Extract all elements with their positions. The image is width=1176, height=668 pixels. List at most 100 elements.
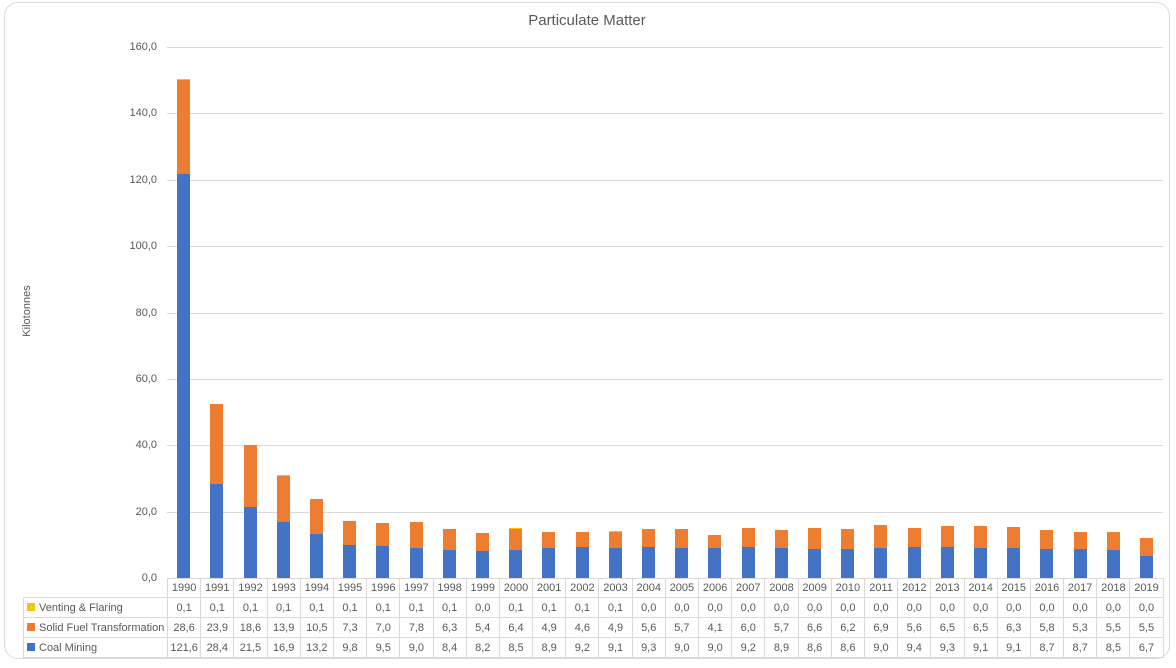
legend-label-cell: Venting & Flaring <box>23 597 168 618</box>
table-value-cell: 28,4 <box>200 637 235 658</box>
table-value-cell: 0,0 <box>863 597 899 618</box>
legend-series-name: Venting & Flaring <box>39 601 123 614</box>
table-value-cell: 10,5 <box>299 617 334 638</box>
bar-column-1995 <box>343 520 357 578</box>
gridline-40 <box>167 445 1163 447</box>
table-value-cell: 9,0 <box>399 637 434 658</box>
table-value-cell: 0,1 <box>166 597 202 618</box>
bar-column-1991 <box>210 404 224 578</box>
table-value-cell: 9,2 <box>731 637 766 658</box>
table-year-cell: 1991 <box>200 578 235 598</box>
bar-column-2019 <box>1139 537 1153 578</box>
bar-segment-solid-fuel-transformation <box>1106 531 1120 550</box>
bar-column-2015 <box>1007 526 1021 578</box>
bar-column-2006 <box>708 534 722 578</box>
bar-segment-coal-mining <box>1073 549 1087 578</box>
gridline-140 <box>167 113 1163 115</box>
bar-segment-coal-mining <box>343 545 357 578</box>
table-value-cell: 0,1 <box>233 597 268 618</box>
bar-column-2013 <box>940 525 954 578</box>
bar-segment-solid-fuel-transformation <box>177 79 191 175</box>
table-value-cell: 121,6 <box>166 637 202 658</box>
table-row-coal-mining: Coal Mining 121,6 28,4 21,5 16,9 13,2 9,8 9,5 9,… <box>23 637 1164 658</box>
table-value-cell: 16,9 <box>266 637 301 658</box>
bar-segment-solid-fuel-transformation <box>807 527 821 550</box>
bar-segment-coal-mining <box>708 548 722 578</box>
table-year-cell: 1995 <box>332 578 368 598</box>
table-value-cell: 5,5 <box>1129 617 1164 638</box>
table-year-cell: 1994 <box>299 578 334 598</box>
bar-column-1994 <box>309 499 323 578</box>
table-year-cell: 2011 <box>863 578 899 598</box>
table-value-cell: 0,0 <box>697 597 733 618</box>
table-year-cell: 2016 <box>1029 578 1065 598</box>
bar-column-2003 <box>608 531 622 578</box>
table-year-cell: 2015 <box>996 578 1031 598</box>
bar-segment-coal-mining <box>509 549 523 578</box>
table-value-cell: 9,2 <box>565 637 600 658</box>
bar-segment-solid-fuel-transformation <box>542 532 556 549</box>
table-value-cell: 9,1 <box>996 637 1031 658</box>
bar-segment-solid-fuel-transformation <box>475 532 489 551</box>
bar-segment-solid-fuel-transformation <box>1073 531 1087 550</box>
bar-column-2005 <box>675 529 689 578</box>
bar-segment-coal-mining <box>741 547 755 578</box>
table-value-cell: 8,6 <box>830 637 865 658</box>
table-value-cell: 0,1 <box>299 597 334 618</box>
gridline-100 <box>167 246 1163 248</box>
bar-segment-coal-mining <box>542 548 556 578</box>
bar-segment-coal-mining <box>807 549 821 578</box>
table-value-cell: 8,5 <box>498 637 534 658</box>
table-value-cell: 5,5 <box>1096 617 1131 638</box>
gridline-120 <box>167 179 1163 181</box>
table-value-cell: 5,7 <box>664 617 700 638</box>
table-value-cell: 4,9 <box>532 617 567 638</box>
table-value-cell: 18,6 <box>233 617 268 638</box>
bar-column-2000 <box>509 528 523 578</box>
bar-column-2007 <box>741 527 755 578</box>
table-value-cell: 0,0 <box>930 597 965 618</box>
bar-column-1997 <box>409 521 423 578</box>
table-value-cell: 0,0 <box>1063 597 1098 618</box>
table-value-cell: 9,0 <box>863 637 899 658</box>
bar-column-1999 <box>475 532 489 578</box>
table-year-cell: 1999 <box>465 578 500 598</box>
bar-column-1992 <box>243 444 257 578</box>
table-value-cell: 5,7 <box>764 617 799 638</box>
table-year-cell: 1996 <box>366 578 401 598</box>
table-value-cell: 23,9 <box>200 617 235 638</box>
bar-segment-solid-fuel-transformation <box>940 525 954 548</box>
table-year-cell: 2010 <box>830 578 865 598</box>
table-value-cell: 0,1 <box>565 597 600 618</box>
table-value-cell: 0,1 <box>332 597 368 618</box>
bar-segment-coal-mining <box>641 547 655 578</box>
table-value-cell: 6,3 <box>996 617 1031 638</box>
bar-segment-coal-mining <box>973 547 987 578</box>
bar-segment-solid-fuel-transformation <box>708 534 722 549</box>
table-year-cell: 2019 <box>1129 578 1164 598</box>
table-year-cell: 2001 <box>532 578 567 598</box>
table-value-cell: 6,9 <box>863 617 899 638</box>
legend-swatch-coal-mining <box>27 642 35 651</box>
table-value-cell: 0,0 <box>963 597 998 618</box>
bar-column-2012 <box>907 528 921 578</box>
table-value-cell: 8,5 <box>1096 637 1131 658</box>
table-value-cell: 8,6 <box>797 637 832 658</box>
table-year-cell: 2000 <box>498 578 534 598</box>
bar-segment-coal-mining <box>177 174 191 578</box>
bar-column-2010 <box>841 528 855 578</box>
table-corner-cell <box>24 579 168 598</box>
bar-column-2017 <box>1073 531 1087 578</box>
table-year-cell: 2007 <box>731 578 766 598</box>
y-tick-label: 20,0 <box>135 505 157 518</box>
table-value-cell: 0,0 <box>1129 597 1164 618</box>
bar-segment-solid-fuel-transformation <box>1007 526 1021 548</box>
table-value-cell: 0,0 <box>465 597 500 618</box>
table-value-cell: 6,2 <box>830 617 865 638</box>
bar-column-1990 <box>177 79 191 578</box>
table-year-cell: 1997 <box>399 578 434 598</box>
table-year-cell: 2009 <box>797 578 832 598</box>
bar-column-2001 <box>542 531 556 578</box>
y-tick-label: 80,0 <box>135 306 157 319</box>
y-tick-label: 40,0 <box>135 439 157 452</box>
